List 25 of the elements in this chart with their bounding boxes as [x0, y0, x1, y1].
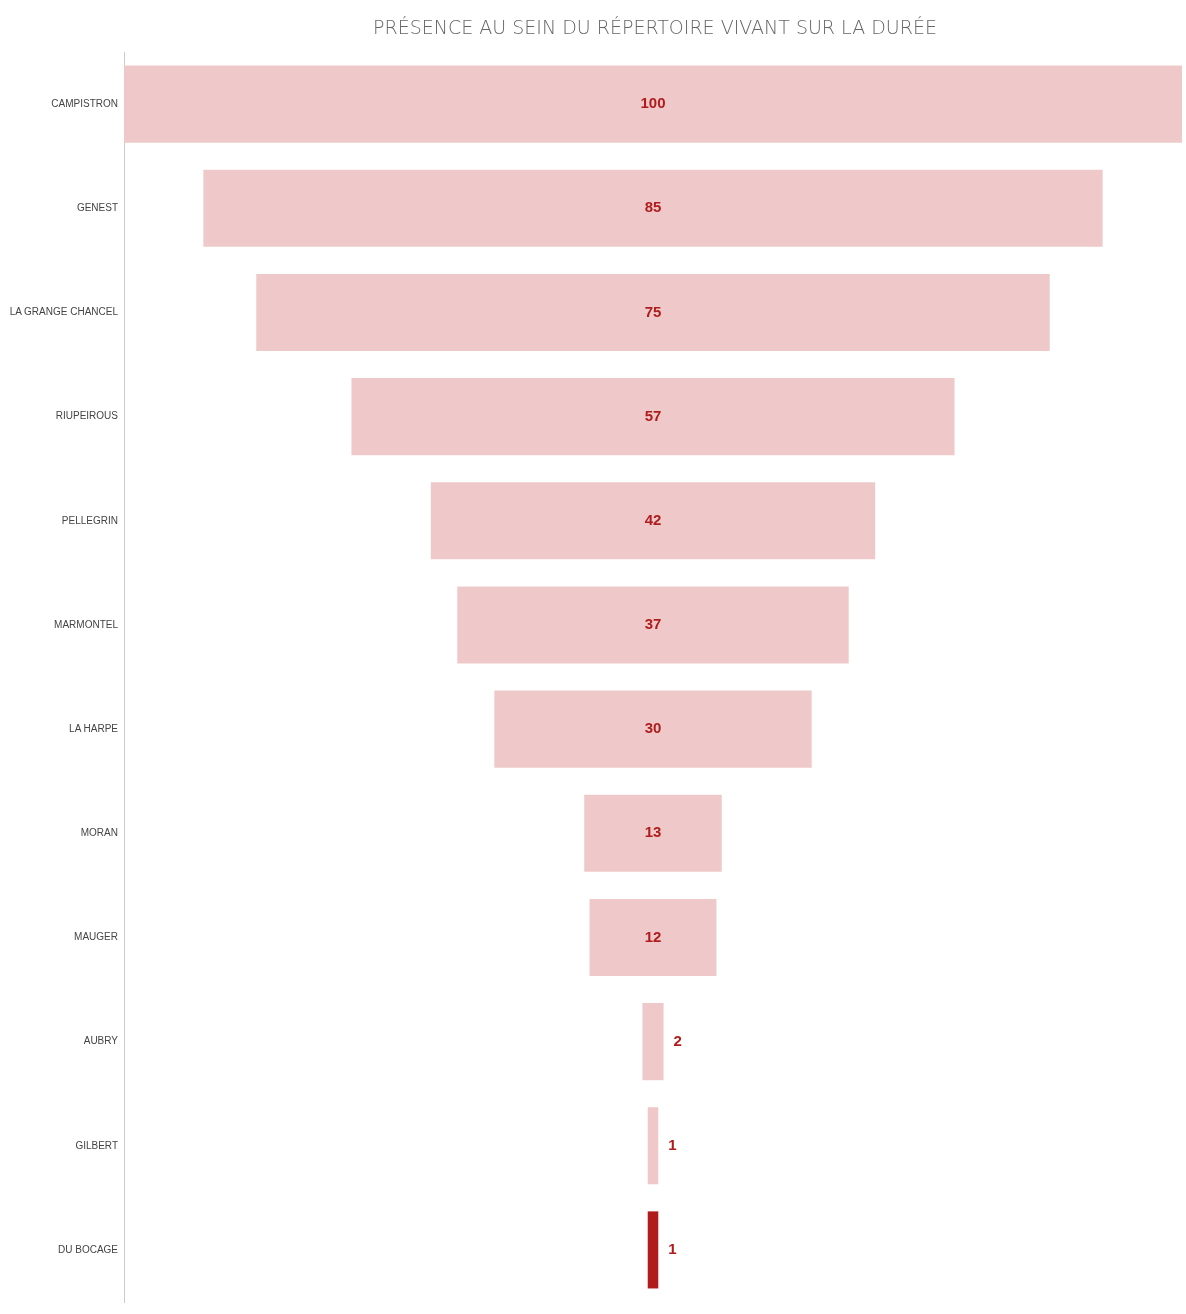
data-label: 42 [644, 510, 662, 528]
data-label: 57 [644, 406, 662, 424]
data-label: 37 [644, 615, 662, 633]
category-label: MAUGER [74, 931, 118, 943]
category-label: RIUPEIROUS [55, 410, 119, 422]
category-label: MARMONTEL [54, 618, 119, 630]
category-label: GENEST [76, 202, 118, 213]
category-label: DU BOCAGE [57, 1243, 119, 1255]
data-label: 85 [644, 198, 662, 216]
data-label: 12 [644, 927, 662, 945]
category-label: PELLEGRIN [61, 514, 118, 526]
data-label: 1 [668, 1240, 677, 1258]
text: PRÉSENCE AU SEIN DU RÉPERTOIRE VIVANT SUR LA DURÉE [372, 16, 938, 38]
category-label: CAMPISTRON [51, 97, 118, 109]
category-label: AUBRY [83, 1035, 119, 1047]
category-label: MORAN [80, 827, 118, 838]
data-label: 1 [668, 1135, 677, 1153]
category-label: GILBERT [75, 1139, 118, 1151]
data-label: 2 [673, 1031, 682, 1049]
data-label: 75 [644, 302, 662, 320]
category-label: LA GRANGE CHANCEL [9, 306, 119, 318]
data-label: 100 [640, 94, 666, 112]
data-label: 30 [644, 719, 662, 737]
data-label: 13 [644, 823, 662, 841]
category-label: LA HARPE [69, 722, 119, 734]
